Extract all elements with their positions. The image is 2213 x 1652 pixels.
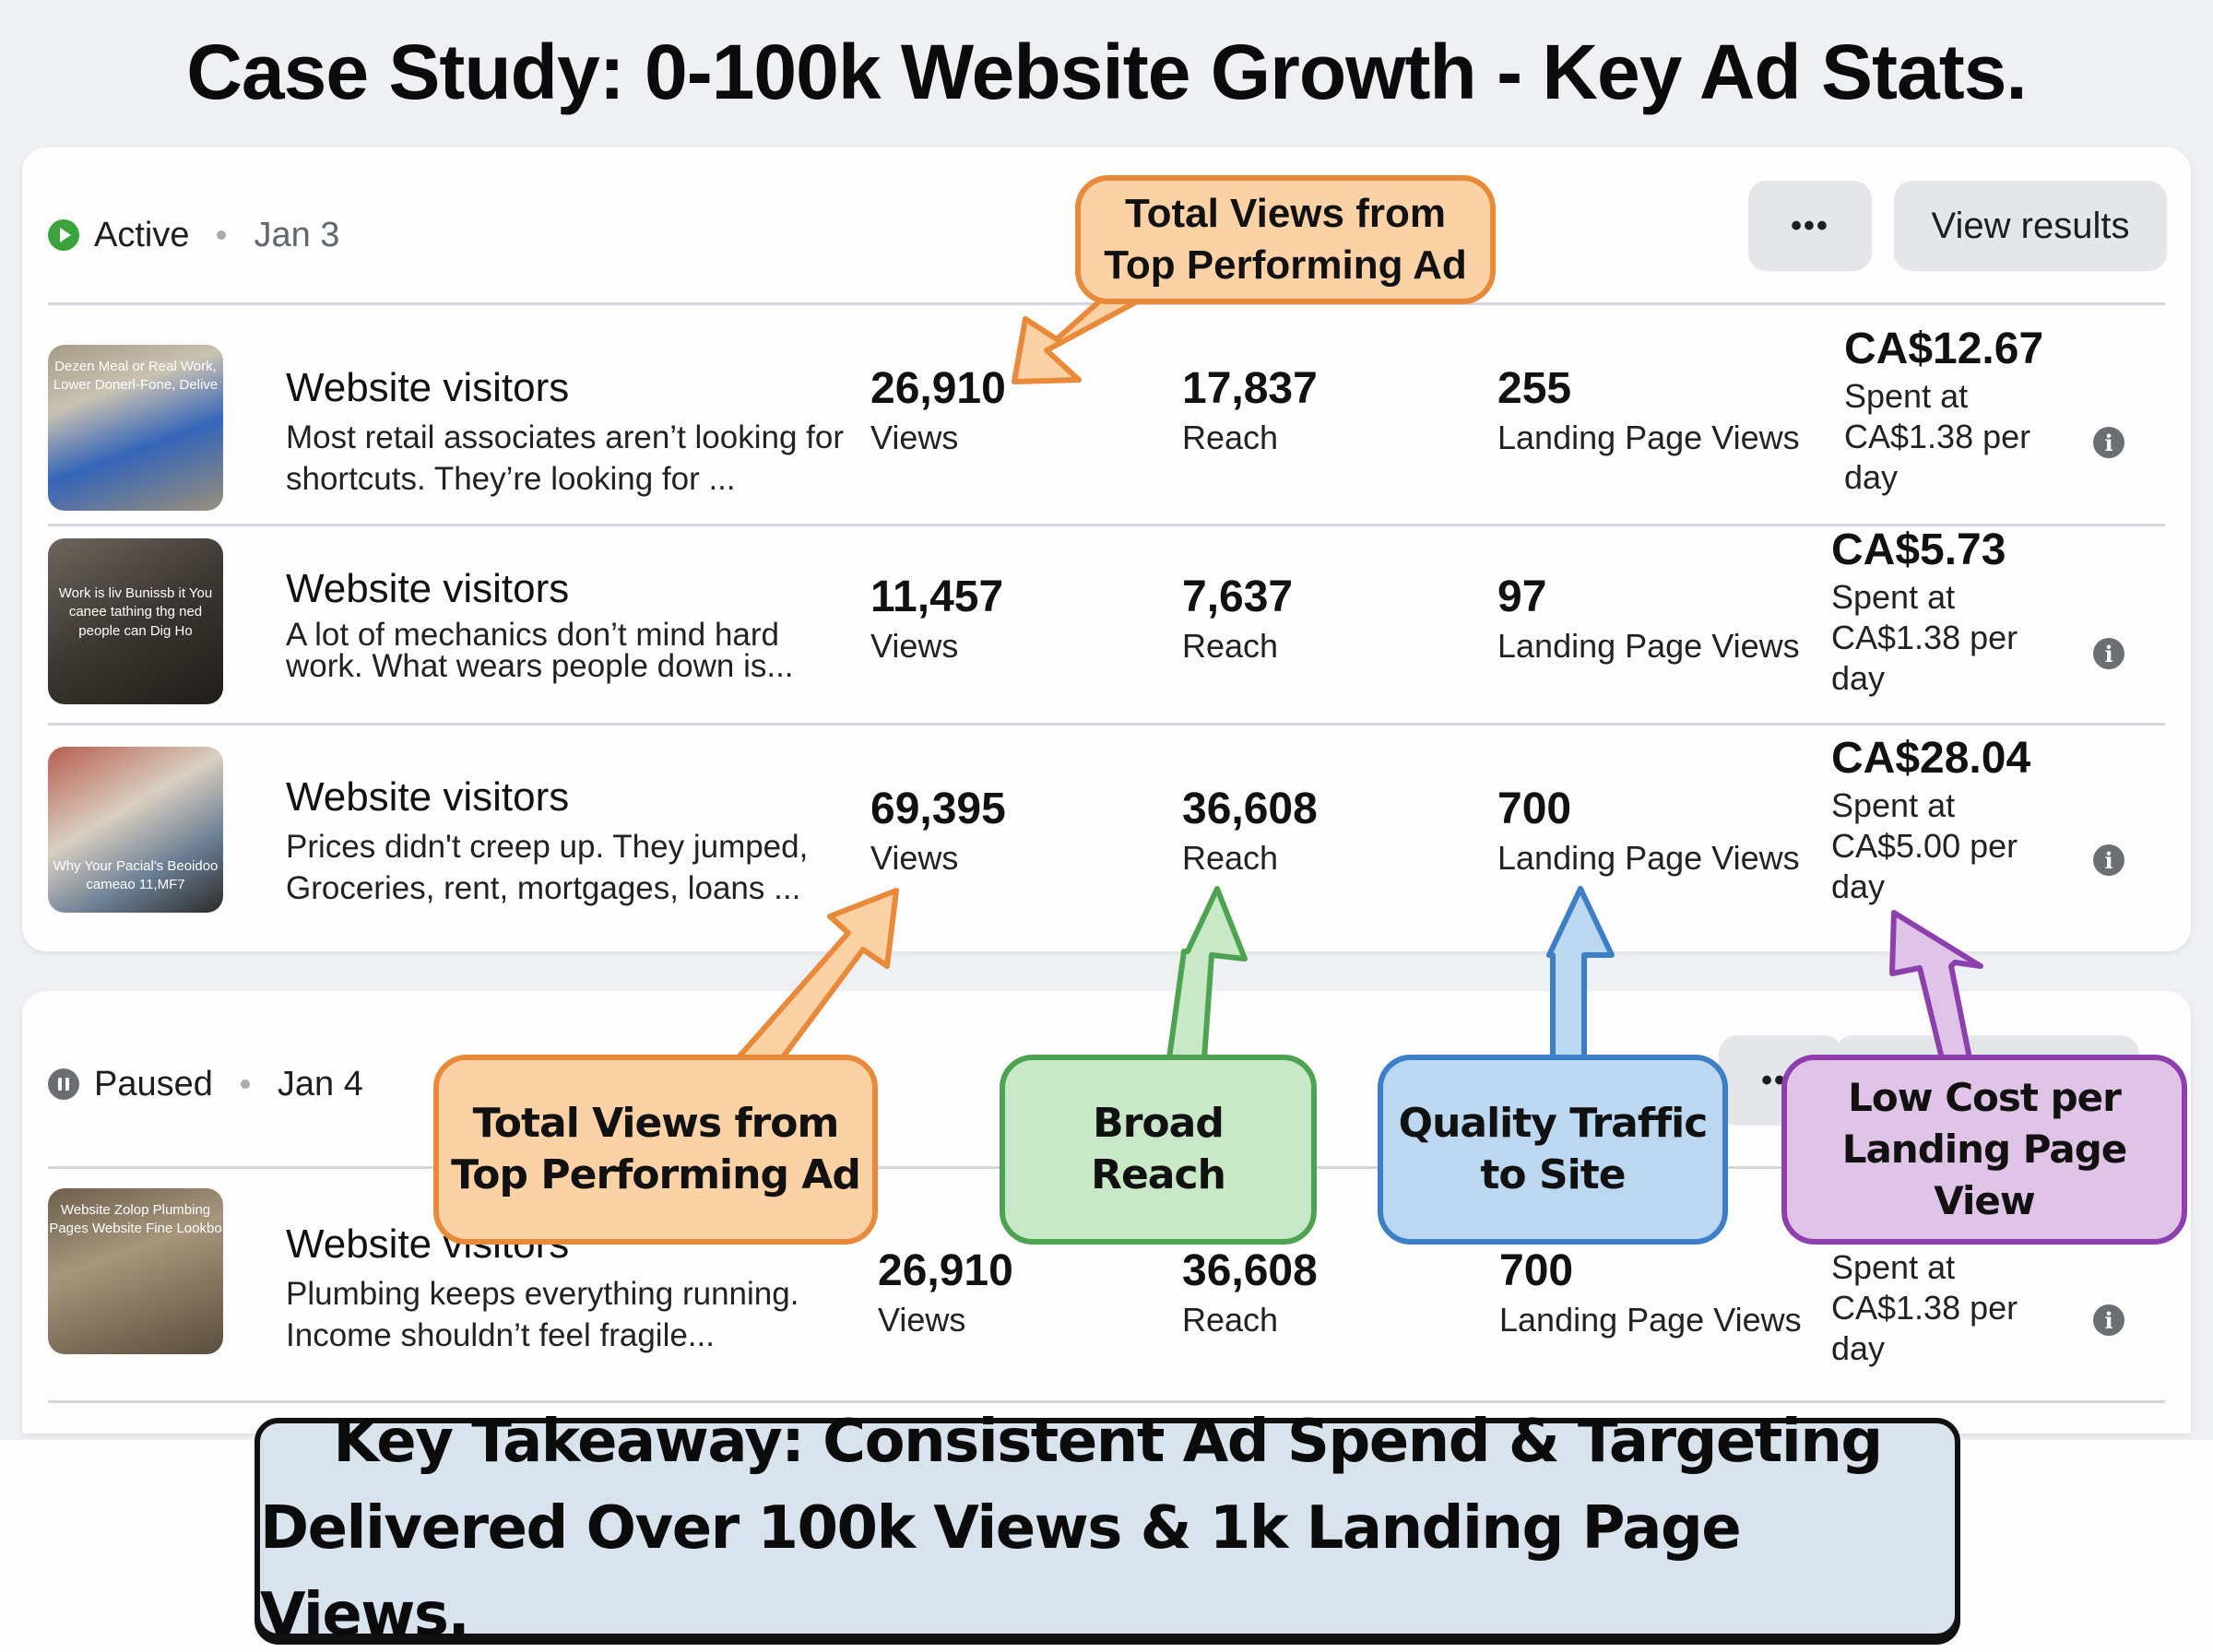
- landing-page-views-label: Landing Page Views: [1497, 627, 1800, 665]
- callout-line: Low Cost per: [1848, 1075, 2122, 1120]
- spend-text: Spent at CA$1.38 per day: [1831, 1248, 2018, 1367]
- status-label: Paused: [94, 1064, 213, 1103]
- reach-value: 7,637: [1182, 572, 1294, 621]
- reach-label: Reach: [1182, 839, 1279, 877]
- callout-line: Top Performing Ad: [451, 1151, 861, 1198]
- campaign-header: Paused Jan 4: [48, 1052, 363, 1116]
- landing-page-views-value: 700: [1497, 785, 1572, 833]
- views-value: 26,910: [870, 364, 1006, 413]
- ad-row[interactable]: Why Your Pacial's Beoidoo cameao 11,MF7 …: [22, 723, 2191, 944]
- spend-metric: CA$5.73 Spent at CA$1.38 per day: [1831, 524, 2053, 699]
- views-label: Views: [870, 419, 959, 456]
- landing-page-views-metric: 255 Landing Page Views: [1497, 363, 1800, 461]
- view-results-button[interactable]: View results: [1894, 181, 2167, 271]
- landing-page-views-value: 97: [1497, 572, 1547, 621]
- separator-dot: [240, 1080, 250, 1089]
- divider: [48, 524, 2165, 526]
- ad-thumbnail: Dezen Meal or Real Work, Lower Donerl-Fo…: [48, 345, 223, 511]
- ad-title: Website visitors: [286, 774, 570, 820]
- more-options-button[interactable]: •••: [1748, 181, 1872, 271]
- callout-line: Total Views from: [1124, 191, 1446, 236]
- play-circle-icon: [48, 219, 79, 251]
- info-icon[interactable]: i: [2093, 1304, 2124, 1336]
- callout-bottom-views: Total Views from Top Performing Ad: [433, 1055, 878, 1245]
- reach-value: 17,837: [1182, 364, 1318, 413]
- ad-description: A lot of mechanics don’t mind hard work.…: [286, 617, 794, 684]
- ad-row[interactable]: Work is liv Bunissb it You canee tathing…: [22, 524, 2191, 723]
- spend-amount: CA$28.04: [1831, 734, 2031, 783]
- callout-cost: Low Cost per Landing Page View: [1781, 1055, 2187, 1245]
- info-icon[interactable]: i: [2093, 427, 2124, 458]
- ad-description: Prices didn't creep up. They jumped, Gro…: [286, 829, 809, 906]
- landing-page-views-label: Landing Page Views: [1499, 1301, 1802, 1339]
- ad-thumbnail: Website Zolop Plumbing Pages Website Fin…: [48, 1188, 223, 1354]
- info-icon[interactable]: i: [2093, 638, 2124, 669]
- callout-line: Quality Traffic: [1398, 1100, 1709, 1147]
- callout-top-views: Total Views from Top Performing Ad: [1075, 175, 1496, 304]
- info-icon[interactable]: i: [2093, 844, 2124, 876]
- reach-metric: 36,608 Reach: [1182, 784, 1318, 881]
- spend-text: Spent at CA$1.38 per day: [1831, 578, 2018, 697]
- reach-metric: 17,837 Reach: [1182, 363, 1318, 461]
- spend-amount: CA$12.67: [1844, 324, 2044, 373]
- landing-page-views-label: Landing Page Views: [1497, 839, 1800, 877]
- spend-text: Spent at CA$5.00 per day: [1831, 786, 2018, 905]
- callout-traffic: Quality Traffic to Site: [1378, 1055, 1728, 1245]
- reach-value: 36,608: [1182, 1246, 1318, 1295]
- takeaway-line-1: Key Takeaway: Consistent Ad Spend & Targ…: [333, 1408, 1883, 1476]
- landing-page-views-value: 255: [1497, 364, 1572, 413]
- callout-line: to Site: [1480, 1151, 1626, 1198]
- landing-page-views-metric: 700 Landing Page Views: [1497, 784, 1800, 881]
- views-label: Views: [870, 839, 959, 877]
- callout-line: Landing Page View: [1841, 1127, 2128, 1223]
- date-label: Jan 3: [254, 215, 340, 254]
- views-metric: 11,457 Views: [870, 572, 1003, 669]
- ad-thumbnail: Why Your Pacial's Beoidoo cameao 11,MF7: [48, 747, 223, 913]
- divider: [48, 723, 2165, 726]
- views-value: 11,457: [870, 572, 1004, 621]
- key-takeaway-box: Key Takeaway: Consistent Ad Spend & Targ…: [254, 1408, 1960, 1649]
- landing-page-views-value: 700: [1499, 1246, 1574, 1295]
- ad-title: Website visitors: [286, 365, 570, 410]
- spend-text: Spent at CA$1.38 per day: [1844, 377, 2031, 496]
- page-title: Case Study: 0-100k Website Growth - Key …: [186, 29, 2028, 115]
- reach-label: Reach: [1182, 1301, 1279, 1339]
- reach-metric: 36,608 Reach: [1182, 1245, 1318, 1343]
- callout-line: Total Views from: [472, 1100, 840, 1147]
- ad-description: Plumbing keeps everything running. Incom…: [286, 1276, 799, 1353]
- reach-value: 36,608: [1182, 785, 1318, 833]
- callout-line: Broad: [1093, 1100, 1225, 1147]
- views-metric: 69,395 Views: [870, 784, 1006, 881]
- reach-label: Reach: [1182, 419, 1279, 456]
- views-metric: 26,910 Views: [870, 363, 1006, 461]
- callout-line: Top Performing Ad: [1104, 242, 1467, 288]
- date-label: Jan 4: [277, 1064, 363, 1103]
- landing-page-views-metric: 97 Landing Page Views: [1497, 572, 1800, 669]
- callout-reach: Broad Reach: [1000, 1055, 1317, 1245]
- ad-thumbnail: Work is liv Bunissb it You canee tathing…: [48, 538, 223, 704]
- separator-dot: [217, 230, 227, 240]
- spend-amount: CA$5.73: [1831, 525, 2006, 574]
- divider: [48, 1400, 2165, 1403]
- landing-page-views-label: Landing Page Views: [1497, 419, 1800, 456]
- views-label: Views: [870, 627, 959, 665]
- landing-page-views-metric: 700 Landing Page Views: [1499, 1245, 1802, 1343]
- views-value: 26,910: [878, 1246, 1013, 1295]
- pause-circle-icon: [48, 1068, 79, 1100]
- views-metric: 26,910 Views: [878, 1245, 1013, 1343]
- ad-description: Most retail associates aren’t looking fo…: [286, 419, 844, 497]
- reach-metric: 7,637 Reach: [1182, 572, 1293, 669]
- status-label: Active: [94, 215, 190, 254]
- ad-row[interactable]: Website Zolop Plumbing Pages Website Fin…: [22, 1166, 2191, 1387]
- campaign-header: Active Jan 3: [48, 203, 339, 267]
- takeaway-line-2: Delivered Over 100k Views & 1k Landing P…: [260, 1494, 1742, 1649]
- views-label: Views: [878, 1301, 966, 1339]
- callout-line: Reach: [1091, 1151, 1226, 1198]
- reach-label: Reach: [1182, 627, 1279, 665]
- ad-row[interactable]: Dezen Meal or Real Work, Lower Donerl-Fo…: [22, 302, 2191, 524]
- ad-title: Website visitors: [286, 566, 570, 611]
- spend-metric: CA$28.04 Spent at CA$5.00 per day: [1831, 732, 2053, 907]
- views-value: 69,395: [870, 785, 1006, 833]
- spend-metric: CA$12.67 Spent at CA$1.38 per day: [1844, 323, 2065, 498]
